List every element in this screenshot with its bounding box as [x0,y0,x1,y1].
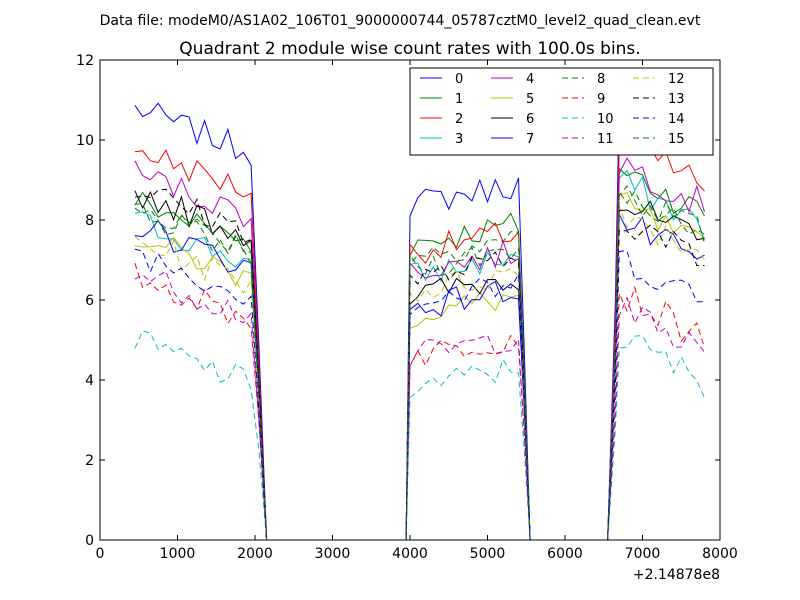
series-line-5 [134,191,705,541]
x-tick-label: 3000 [315,546,351,562]
legend-label-3: 3 [455,132,463,147]
y-tick-label: 4 [85,373,94,389]
x-tick-label: 5000 [470,546,506,562]
x-tick-label: 7000 [625,546,661,562]
y-tick-label: 8 [85,213,94,229]
legend-label-14: 14 [668,112,685,127]
series-line-8 [134,190,705,541]
y-tick-label: 0 [85,533,94,549]
legend-label-6: 6 [526,112,534,127]
legend-label-13: 13 [668,92,685,107]
series-line-9 [134,262,705,541]
x-tick-label: 0 [96,546,105,562]
series-line-3 [134,169,705,541]
x-offset-label: +2.14878e8 [633,567,720,583]
legend-label-4: 4 [526,72,534,87]
series-line-10 [134,330,705,541]
legend-label-9: 9 [597,92,605,107]
header-filename: Data file: modeM0/AS1A02_106T01_90000007… [100,13,701,29]
x-tick-label: 8000 [702,546,738,562]
series-line-15 [134,185,705,541]
series-line-11 [134,270,705,541]
legend-label-15: 15 [668,132,685,147]
series-line-6 [134,190,705,541]
plot-lines [134,95,705,541]
legend-label-2: 2 [455,112,463,127]
x-tick-label: 6000 [547,546,583,562]
legend-label-0: 0 [455,72,463,87]
x-tick-label: 2000 [237,546,273,562]
legend-box [409,67,714,156]
y-tick-label: 6 [85,293,94,309]
axis-ticks: 0 1000 2000 3000 4000 5000 6000 7000 80000246810… [76,53,738,562]
x-tick-label: 4000 [392,546,428,562]
y-tick-label: 2 [85,453,94,469]
series-line-13 [134,188,705,541]
x-tick-label: 1000 [160,546,196,562]
legend-label-7: 7 [526,132,534,147]
legend-label-11: 11 [597,132,614,147]
legend-label-12: 12 [668,72,685,87]
series-line-1 [134,167,705,541]
legend-label-5: 5 [526,92,534,107]
series-line-14 [134,248,705,541]
series-line-12 [134,206,705,541]
chart-title: Quadrant 2 module wise count rates with … [179,39,640,59]
y-tick-label: 10 [76,133,94,149]
legend-label-10: 10 [597,112,614,127]
legend-label-8: 8 [597,72,605,87]
y-tick-label: 12 [76,53,94,69]
legend-label-1: 1 [455,92,463,107]
series-line-7 [134,214,705,541]
